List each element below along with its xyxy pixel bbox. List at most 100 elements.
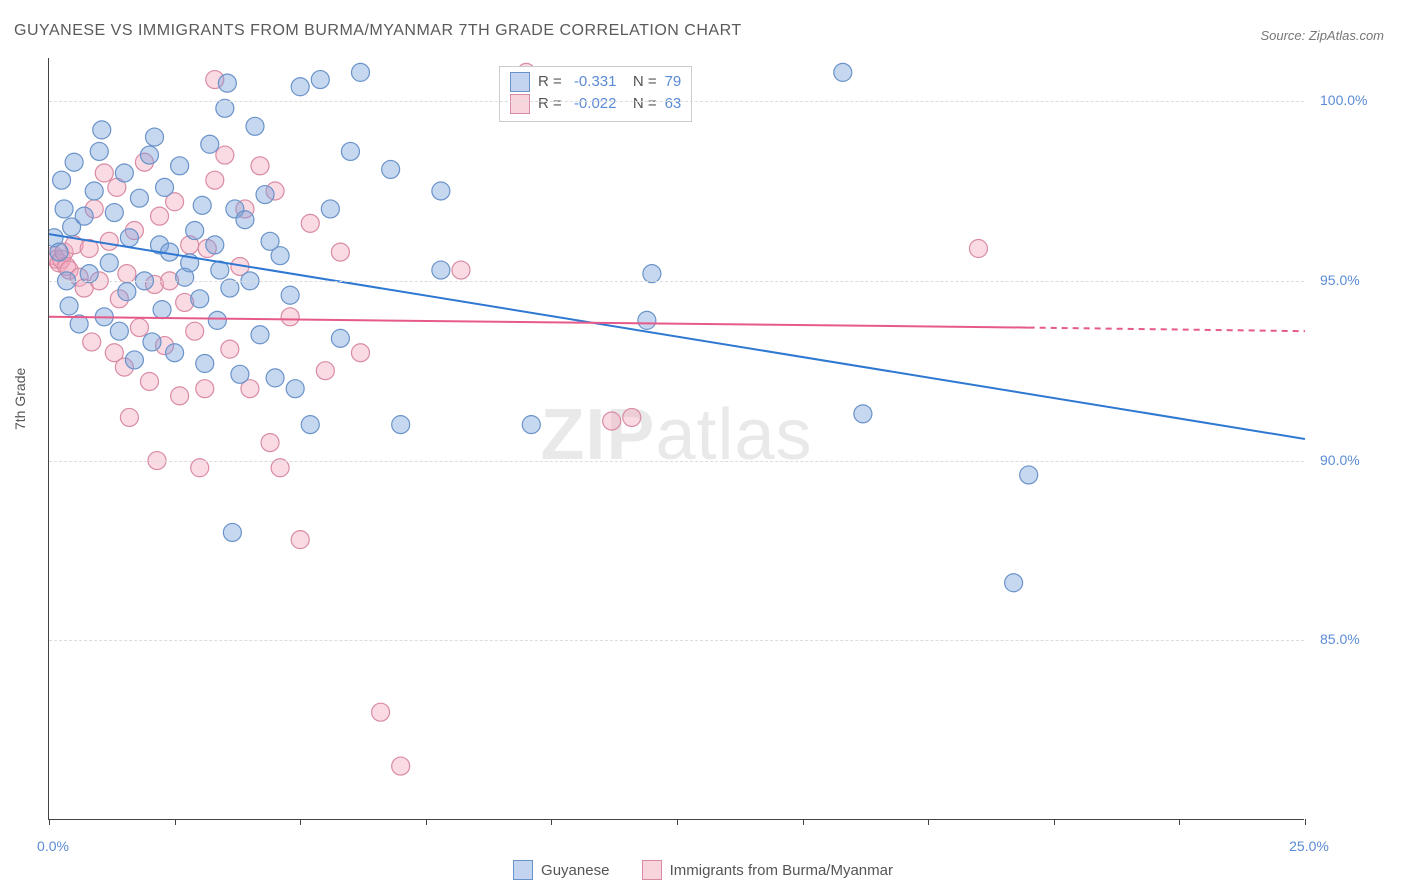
blue-point [266,369,284,387]
x-tick [1179,819,1180,825]
blue-point [193,196,211,214]
gridline [49,281,1304,282]
x-tick-label: 25.0% [1284,838,1334,854]
blue-point [236,211,254,229]
x-tick [175,819,176,825]
blue-point [854,405,872,423]
y-tick-label: 85.0% [1320,631,1360,647]
x-tick [300,819,301,825]
y-tick-label: 100.0% [1320,92,1367,108]
pink-point [969,240,987,258]
blue-point [120,229,138,247]
pink-point [351,344,369,362]
blue-point [206,236,224,254]
pink-point [623,408,641,426]
blue-point [392,416,410,434]
blue-point [75,207,93,225]
blue-point [191,290,209,308]
legend-item-guyanese: Guyanese [513,860,609,880]
trend-line [1029,328,1305,332]
blue-point [286,380,304,398]
legend-swatch-blue [510,72,530,92]
blue-point [834,63,852,81]
blue-point [223,523,241,541]
source-attribution: Source: ZipAtlas.com [1260,28,1384,43]
blue-point [53,171,71,189]
gridline [49,461,1304,462]
pink-point [140,372,158,390]
blue-point [90,142,108,160]
blue-point [105,204,123,222]
x-tick [49,819,50,825]
blue-point [171,157,189,175]
blue-point [432,261,450,279]
blue-point [115,164,133,182]
blue-point [140,146,158,164]
blue-point [321,200,339,218]
pink-point [130,319,148,337]
blue-point [341,142,359,160]
x-tick [426,819,427,825]
chart-plot-area: ZIPatlas R = -0.331 N =79 R = -0.022 N =… [48,58,1304,820]
x-tick [1305,819,1306,825]
blue-point [291,78,309,96]
blue-point [156,178,174,196]
blue-point [301,416,319,434]
pink-point [120,408,138,426]
pink-point [221,340,239,358]
blue-point [201,135,219,153]
blue-point [311,71,329,89]
blue-point [125,351,143,369]
blue-point [50,243,68,261]
trend-line [49,234,1305,439]
pink-point [372,703,390,721]
blue-point [218,74,236,92]
blue-point [85,182,103,200]
blue-point [65,153,83,171]
pink-point [281,308,299,326]
x-tick-label: 0.0% [28,838,78,854]
legend-row-blue: R = -0.331 N =79 [510,71,681,93]
pink-point [100,232,118,250]
legend-item-burma: Immigrants from Burma/Myanmar [642,860,893,880]
blue-point [432,182,450,200]
blue-point [1020,466,1038,484]
pink-point [452,261,470,279]
blue-point [60,297,78,315]
pink-point [196,380,214,398]
pink-point [216,146,234,164]
pink-point [291,531,309,549]
blue-point [208,311,226,329]
x-tick [803,819,804,825]
pink-point [301,214,319,232]
blue-point [100,254,118,272]
pink-point [331,243,349,261]
legend-swatch-pink [642,860,662,880]
blue-point [93,121,111,139]
pink-point [171,387,189,405]
pink-point [261,434,279,452]
y-tick-label: 90.0% [1320,452,1360,468]
pink-point [316,362,334,380]
blue-point [146,128,164,146]
legend-row-pink: R = -0.022 N =63 [510,93,681,115]
blue-point [522,416,540,434]
blue-point [196,355,214,373]
y-tick-label: 95.0% [1320,272,1360,288]
pink-point [251,157,269,175]
y-axis-label: 7th Grade [12,368,28,430]
blue-point [186,222,204,240]
correlation-legend: R = -0.331 N =79 R = -0.022 N =63 [499,66,692,122]
blue-point [246,117,264,135]
pink-point [95,164,113,182]
blue-point [231,365,249,383]
chart-title: GUYANESE VS IMMIGRANTS FROM BURMA/MYANMA… [14,22,742,40]
x-tick [677,819,678,825]
pink-point [206,171,224,189]
pink-point [392,757,410,775]
pink-point [603,412,621,430]
x-tick [551,819,552,825]
blue-point [130,189,148,207]
blue-point [1005,574,1023,592]
blue-point [166,344,184,362]
